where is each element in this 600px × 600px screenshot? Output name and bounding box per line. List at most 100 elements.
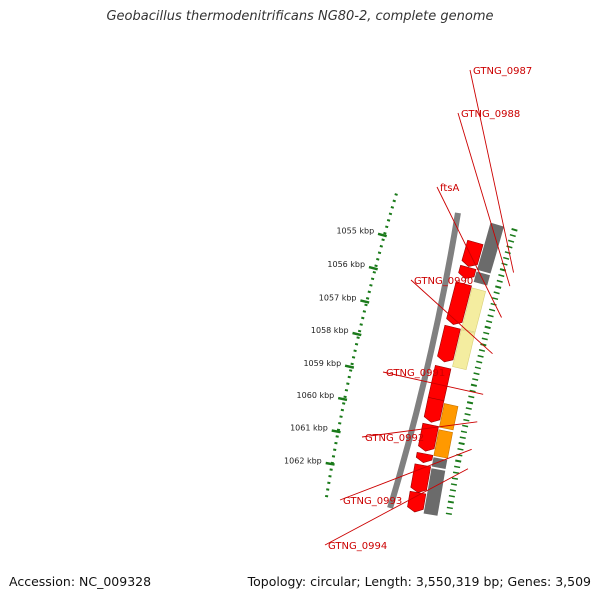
ruler-dot: [359, 323, 363, 326]
scale-dash: [509, 233, 516, 238]
ruler-dot: [392, 199, 396, 203]
scale-dash: [445, 512, 452, 516]
major-tick: [325, 461, 335, 466]
gene-feature: [476, 222, 504, 274]
ruler-dot: [347, 375, 351, 379]
cds-feature: [461, 239, 484, 267]
ruler-dot: [329, 468, 333, 471]
scale-dash: [481, 337, 488, 341]
ruler-dot: [367, 290, 371, 294]
cds-feature: [415, 452, 434, 463]
leader-line: [469, 69, 515, 273]
ruler-dot: [336, 428, 341, 432]
scale-dash: [473, 372, 480, 376]
leader-line: [339, 448, 472, 501]
scale-dash: [488, 308, 496, 312]
major-tick: [352, 331, 362, 337]
scale-dash: [472, 378, 479, 381]
cds-feature: [446, 281, 472, 325]
leader-line: [324, 468, 469, 546]
scale-dash: [446, 506, 453, 510]
gene-labels: GTNG_0987 GTNG_0988 ftsA GTNG_0990 GTNG_0991…: [324, 66, 532, 552]
gene-feature: [423, 468, 446, 516]
cds-feature: [437, 324, 461, 363]
scale-dash: [455, 459, 462, 463]
cds-feature: [423, 397, 445, 423]
scale-dash: [452, 471, 460, 475]
ruler-dot: [364, 303, 368, 307]
ruler-dot: [339, 415, 343, 418]
scale-dash: [477, 354, 484, 358]
scale-dash: [448, 494, 455, 498]
ruler-dot: [328, 475, 332, 478]
scale-dash: [484, 325, 491, 330]
scale-dash: [487, 314, 494, 318]
accession-text: Accession: NC_009328: [9, 574, 152, 589]
gene-label: ftsA: [440, 183, 459, 194]
ruler-dot: [331, 455, 336, 458]
ruler-dot: [334, 441, 338, 445]
tick-label: 1058 kbp: [311, 326, 349, 335]
gene-feature: [452, 329, 476, 371]
scale-dash: [454, 465, 461, 469]
gene-label: GTNG_0988: [461, 109, 520, 120]
scale-dash: [476, 360, 483, 364]
ruler-dot: [372, 270, 377, 274]
gene-label: GTNG_0992: [365, 433, 424, 444]
tick-label: 1062 kbp: [284, 456, 322, 465]
scale-dash: [492, 297, 499, 301]
major-tick: [377, 232, 388, 238]
scale-dash: [498, 274, 505, 278]
ruler-dot: [357, 329, 362, 333]
scale-dash: [464, 413, 471, 416]
scale-dash: [466, 401, 474, 405]
ruler-dot: [383, 231, 387, 235]
scale-dash: [495, 285, 502, 289]
leader-line: [361, 421, 478, 438]
major-tick: [360, 299, 370, 304]
major-tick: [344, 364, 355, 369]
scale-dash: [501, 262, 508, 266]
leader-line: [382, 371, 484, 395]
scale-dash: [465, 407, 472, 410]
ruler-dot: [362, 310, 367, 313]
ruler-dot: [377, 251, 382, 255]
gene-feature: [461, 287, 486, 333]
scale-dash: [451, 477, 459, 480]
scale-dash: [463, 418, 470, 422]
ruler-dot: [344, 388, 349, 392]
ruler-dot: [333, 448, 337, 451]
scale-dash: [449, 489, 456, 492]
tick-label: 1056 kbp: [327, 260, 365, 269]
scale-dash: [458, 441, 465, 446]
ruler-dot: [354, 342, 359, 346]
major-tick: [337, 396, 348, 402]
scale-dash: [496, 279, 503, 283]
tick-label: 1057 kbp: [319, 293, 357, 302]
cds-feature: [418, 422, 439, 452]
tick-label: 1055 kbp: [336, 227, 374, 236]
scale-dash: [460, 430, 468, 434]
ruler-dot: [335, 435, 339, 438]
ruler-dot: [340, 408, 345, 412]
features: [407, 222, 518, 516]
scale-dash: [506, 245, 513, 249]
cds-feature: [407, 490, 427, 513]
ruler-dot: [394, 193, 398, 196]
ruler-dot: [370, 277, 375, 281]
gene-feature: [439, 403, 459, 431]
ruler-dot: [351, 356, 356, 359]
backbone: [387, 212, 461, 509]
scale-dash: [493, 291, 500, 295]
gene-label: GTNG_0991: [386, 368, 445, 379]
ruler-dot: [388, 212, 393, 216]
ruler-dot: [350, 362, 354, 366]
gene-feature: [431, 457, 448, 470]
scale-dash: [469, 389, 476, 393]
ruler-dot: [374, 264, 378, 268]
scale-dash: [486, 320, 493, 324]
leader-line: [410, 279, 493, 355]
map-title: Geobacillus thermodenitrificans NG80-2, …: [106, 9, 494, 24]
